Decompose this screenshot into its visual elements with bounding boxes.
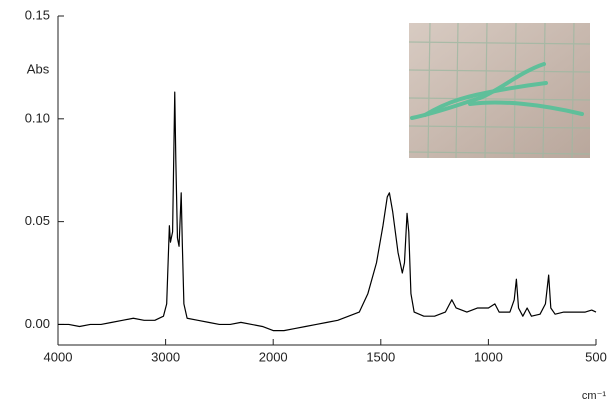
y-tick-label: 0.00	[25, 316, 50, 331]
x-tick-label: 2000	[259, 349, 288, 364]
spectrum-line	[58, 91, 597, 332]
y-tick-label: 0.10	[25, 110, 50, 125]
y-tick-label: 0.15	[25, 7, 50, 22]
y-axis-label: Abs	[27, 61, 50, 76]
x-tick-label: 4000	[44, 349, 73, 364]
x-tick-label: 1500	[366, 349, 395, 364]
x-tick-label: 500	[585, 349, 607, 364]
inset-photo	[408, 22, 591, 159]
x-axis-label: cm⁻¹	[582, 390, 606, 402]
y-tick-label: 0.05	[25, 213, 50, 228]
x-tick-label: 3000	[151, 349, 180, 364]
x-tick-label: 1000	[474, 349, 503, 364]
